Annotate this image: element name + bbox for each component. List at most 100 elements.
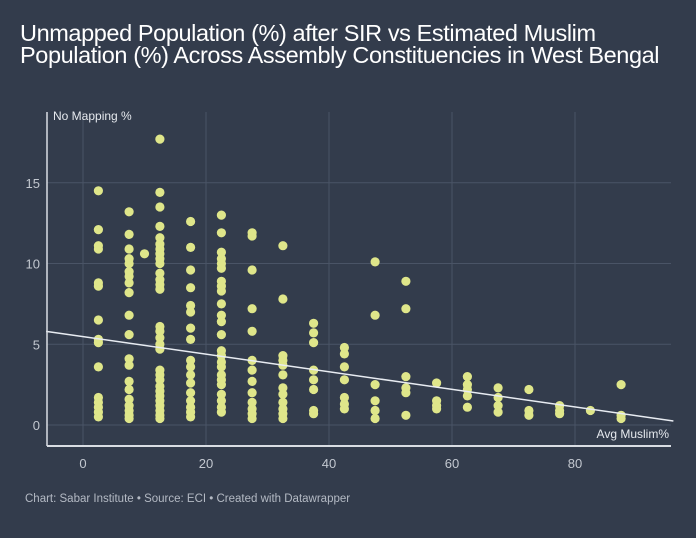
data-point <box>155 333 165 343</box>
data-point <box>339 349 349 359</box>
data-point <box>462 372 472 382</box>
x-tick-label: 60 <box>445 456 459 471</box>
data-point <box>616 413 626 424</box>
data-point <box>370 380 380 390</box>
x-tick-labels: 0 20 40 60 80 <box>79 456 582 471</box>
data-point <box>186 378 196 388</box>
data-point <box>124 360 134 370</box>
data-point <box>216 317 226 327</box>
x-tick-label: 80 <box>568 456 582 471</box>
data-point <box>216 351 226 361</box>
data-point <box>186 388 196 398</box>
data-point <box>401 276 411 286</box>
trendline-group <box>45 330 674 422</box>
data-point <box>278 397 288 407</box>
data-point <box>186 300 196 311</box>
data-point <box>216 310 226 320</box>
data-point <box>432 404 442 414</box>
data-point <box>401 304 411 314</box>
data-point <box>278 389 288 399</box>
data-point <box>93 225 103 235</box>
data-point <box>186 412 196 422</box>
data-point <box>124 413 134 424</box>
data-point <box>462 402 472 412</box>
data-point <box>216 396 226 406</box>
data-point <box>247 365 257 375</box>
data-point <box>216 210 226 220</box>
data-point <box>124 310 134 320</box>
data-point <box>155 221 165 231</box>
data-point <box>186 323 196 333</box>
data-point <box>216 380 226 390</box>
data-point <box>124 258 134 269</box>
data-point <box>186 216 196 227</box>
data-point <box>339 392 349 403</box>
trendline <box>45 330 674 422</box>
data-point <box>93 315 103 325</box>
data-point <box>524 410 534 420</box>
data-point <box>93 412 103 422</box>
x-axis-label: Avg Muslim% <box>597 427 670 441</box>
y-axis-label: No Mapping % <box>53 109 132 123</box>
x-tick-label: 20 <box>199 456 213 471</box>
data-point <box>401 388 411 398</box>
data-point <box>186 265 196 275</box>
data-point <box>462 391 472 401</box>
data-point <box>124 330 134 340</box>
y-tick-label: 0 <box>33 418 40 433</box>
data-point <box>247 388 257 398</box>
data-point <box>93 186 103 196</box>
data-point <box>186 396 196 406</box>
data-point <box>216 299 226 309</box>
data-point <box>216 407 226 417</box>
x-tick-label: 40 <box>322 456 336 471</box>
data-point <box>339 404 349 414</box>
data-point <box>155 258 165 269</box>
data-point <box>155 284 165 294</box>
data-point <box>339 342 349 353</box>
x-tick-label: 0 <box>79 456 86 471</box>
data-points <box>93 134 626 424</box>
data-point <box>370 413 380 424</box>
data-point <box>370 396 380 406</box>
data-point <box>370 310 380 320</box>
data-point <box>339 375 349 385</box>
data-point <box>93 244 103 254</box>
data-point <box>186 334 196 344</box>
data-point <box>309 384 319 395</box>
data-point <box>155 326 165 336</box>
data-point <box>124 229 134 239</box>
data-point <box>432 378 442 388</box>
data-point <box>216 286 226 296</box>
data-point <box>155 268 165 278</box>
data-point <box>493 401 503 411</box>
data-point <box>339 362 349 372</box>
data-point <box>524 384 534 395</box>
data-point <box>155 233 165 243</box>
axes <box>46 112 671 447</box>
data-point <box>216 247 226 257</box>
y-tick-labels: 0 5 10 15 <box>26 176 40 433</box>
chart-title: Unmapped Population (%) after SIR vs Est… <box>20 20 660 68</box>
data-point <box>124 207 134 217</box>
data-point <box>370 257 380 267</box>
data-point <box>370 405 380 416</box>
data-point <box>309 375 319 385</box>
data-point <box>278 294 288 304</box>
data-point <box>247 265 257 275</box>
grid <box>47 112 671 446</box>
data-point <box>585 405 596 416</box>
data-point <box>401 372 411 382</box>
data-point <box>155 134 165 144</box>
data-point <box>278 383 288 393</box>
data-point <box>155 375 165 385</box>
data-point <box>155 202 165 212</box>
footer-credit: Chart: Sabar Institute • Source: ECI • C… <box>25 493 351 505</box>
data-point <box>124 394 134 404</box>
data-point <box>309 318 319 328</box>
data-point <box>401 410 411 420</box>
data-point <box>124 288 134 298</box>
data-point <box>309 409 319 419</box>
data-point <box>247 376 257 386</box>
